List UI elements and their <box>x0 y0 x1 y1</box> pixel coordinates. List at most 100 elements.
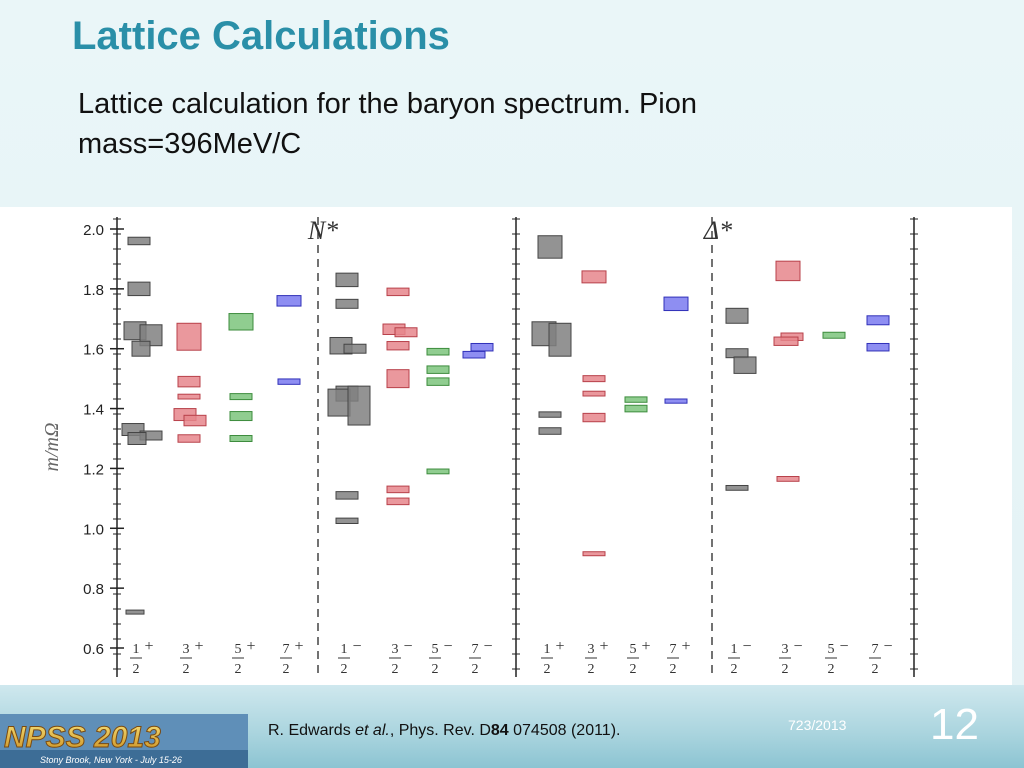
energy-level-box <box>775 260 801 282</box>
energy-level-box <box>582 390 606 397</box>
energy-level-box <box>125 609 145 615</box>
energy-level-box <box>177 375 201 388</box>
citation: R. Edwards et al., Phys. Rev. D84 074508… <box>268 722 620 740</box>
energy-level-box <box>277 378 301 385</box>
energy-level-box <box>624 404 648 413</box>
energy-level-box <box>139 324 163 347</box>
baryon-spectrum-chart: 0.6 0.8 1.0 1.2 1.4 1.6 1.8 2.0 m/mΩ N* Δ* 1 2 + 3 2 + 5 2… <box>41 216 918 677</box>
category-denominator: 2 <box>872 662 879 677</box>
category-numerator: 7 <box>670 642 677 657</box>
energy-level-box <box>773 336 799 346</box>
energy-level-box <box>538 427 562 435</box>
energy-level-box <box>183 414 207 427</box>
y-tick-label: 1.8 <box>83 282 104 299</box>
category-parity: − <box>883 638 892 655</box>
energy-level-box <box>822 331 846 339</box>
citation-volume: 84 <box>490 722 509 739</box>
energy-level-box <box>386 497 410 506</box>
energy-level-box <box>725 307 749 324</box>
energy-level-box <box>229 393 253 401</box>
energy-level-box <box>177 434 201 443</box>
citation-etal: et al. <box>355 722 390 739</box>
slide-number: 12 <box>930 700 979 749</box>
category-numerator: 5 <box>630 642 637 657</box>
category-parity: − <box>443 638 452 655</box>
category-numerator: 5 <box>235 642 242 657</box>
category-denominator: 2 <box>133 662 140 677</box>
category-numerator: 7 <box>283 642 290 657</box>
category-numerator: 3 <box>183 642 190 657</box>
energy-level-box <box>538 411 562 418</box>
category-parity: − <box>483 638 492 655</box>
energy-level-box <box>327 388 351 417</box>
energy-level-box <box>127 236 151 246</box>
logo-text: NPSS 2013 <box>4 721 161 754</box>
energy-level-box <box>335 517 359 524</box>
energy-level-box <box>386 485 410 494</box>
citation-rest: 074508 (2011). <box>508 722 621 739</box>
energy-level-box <box>127 432 147 445</box>
y-tick-label: 0.6 <box>83 641 104 658</box>
category-numerator: 5 <box>432 642 439 657</box>
panel-label: N* <box>307 216 338 245</box>
y-tick-label: 0.8 <box>83 581 104 598</box>
category-parity: + <box>681 638 690 655</box>
energy-level-box <box>776 476 800 482</box>
energy-level-box <box>462 350 486 359</box>
energy-level-box <box>866 315 890 326</box>
category-parity: + <box>246 638 255 655</box>
citation-journal: , Phys. Rev. D <box>389 722 491 739</box>
energy-level-box <box>426 468 450 475</box>
category-denominator: 2 <box>183 662 190 677</box>
category-numerator: 3 <box>392 642 399 657</box>
energy-level-box <box>537 235 563 259</box>
category-parity: − <box>839 638 848 655</box>
energy-level-box <box>664 398 688 404</box>
energy-level-box <box>127 281 151 297</box>
category-numerator: 7 <box>472 642 479 657</box>
energy-level-box <box>131 340 151 357</box>
energy-level-box <box>386 341 410 351</box>
energy-level-box <box>426 365 450 374</box>
chart-area: 0.6 0.8 1.0 1.2 1.4 1.6 1.8 2.0 m/mΩ N* Δ* 1 2 +3 2 +5 2… <box>0 207 1012 685</box>
category-parity: + <box>194 638 203 655</box>
energy-level-box <box>343 343 367 354</box>
category-parity: + <box>641 638 650 655</box>
category-denominator: 2 <box>283 662 290 677</box>
conference-logo: NPSS 2013 Stony Brook, New York - July 1… <box>0 714 248 768</box>
slide-date: 723/2013 <box>788 717 847 733</box>
category-denominator: 2 <box>472 662 479 677</box>
category-parity: + <box>599 638 608 655</box>
y-tick-label: 1.6 <box>83 342 104 359</box>
energy-level-box <box>663 296 689 312</box>
category-numerator: 1 <box>731 642 738 657</box>
energy-level-box <box>386 287 410 297</box>
category-parity: − <box>352 638 361 655</box>
panel-label: Δ* <box>703 216 732 245</box>
energy-level-box <box>177 393 201 400</box>
category-parity: − <box>742 638 751 655</box>
energy-level-box <box>582 551 606 557</box>
category-denominator: 2 <box>235 662 242 677</box>
category-denominator: 2 <box>828 662 835 677</box>
category-denominator: 2 <box>588 662 595 677</box>
slide-subtitle: Lattice calculation for the baryon spect… <box>78 88 697 160</box>
category-numerator: 3 <box>782 642 789 657</box>
energy-level-box <box>229 411 253 422</box>
category-denominator: 2 <box>630 662 637 677</box>
energy-level-box <box>347 385 371 426</box>
category-numerator: 3 <box>588 642 595 657</box>
energy-level-box <box>581 270 607 284</box>
category-parity: + <box>555 638 564 655</box>
energy-level-box <box>394 327 418 338</box>
category-denominator: 2 <box>392 662 399 677</box>
category-denominator: 2 <box>731 662 738 677</box>
logo-subtext: Stony Brook, New York - July 15-26 <box>40 755 182 765</box>
energy-level-box <box>335 272 359 288</box>
energy-level-box <box>582 375 606 383</box>
category-denominator: 2 <box>782 662 789 677</box>
energy-level-box <box>276 295 302 307</box>
category-parity: + <box>144 638 153 655</box>
y-tick-label: 1.0 <box>83 521 104 538</box>
energy-level-box <box>426 347 450 356</box>
